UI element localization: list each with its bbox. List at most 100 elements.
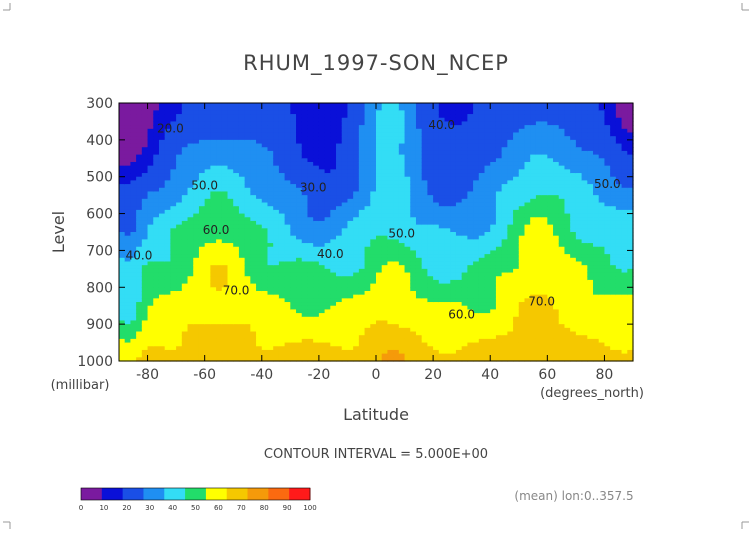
field-cell	[267, 213, 274, 218]
field-cell	[278, 261, 286, 266]
field-cell	[124, 265, 132, 270]
field-cell	[296, 320, 303, 325]
field-cell	[507, 139, 514, 145]
field-cell	[284, 268, 291, 274]
field-cell	[136, 316, 143, 322]
field-cell	[170, 180, 177, 185]
field-cell	[141, 265, 149, 270]
field-cell	[513, 169, 520, 174]
field-cell	[455, 150, 463, 156]
field-cell	[364, 313, 371, 318]
field-cell	[427, 331, 434, 336]
field-cell	[410, 331, 417, 336]
field-cell	[301, 272, 309, 277]
field-cell	[261, 316, 269, 322]
field-cell	[244, 257, 251, 263]
field-cell	[198, 279, 206, 285]
field-cell	[278, 143, 286, 148]
field-cell	[438, 320, 446, 325]
field-cell	[421, 324, 428, 329]
field-cell	[347, 150, 354, 156]
field-cell	[398, 279, 406, 285]
field-cell	[467, 313, 474, 318]
field-cell	[256, 324, 263, 329]
field-cell	[318, 335, 326, 340]
field-cell	[153, 265, 160, 270]
field-cell	[341, 217, 349, 222]
field-cell	[119, 294, 126, 299]
field-cell	[301, 243, 309, 248]
field-cell	[216, 305, 223, 310]
field-cell	[490, 243, 497, 248]
field-cell	[433, 346, 440, 351]
field-cell	[244, 198, 251, 204]
field-cell	[501, 232, 508, 237]
field-cell	[284, 257, 291, 263]
field-cell	[307, 161, 314, 167]
field-cell	[364, 195, 371, 200]
field-cell	[507, 191, 514, 196]
field-cell	[421, 338, 428, 344]
field-cell	[381, 353, 389, 358]
field-cell	[170, 283, 177, 288]
field-cell	[153, 298, 160, 303]
field-cell	[490, 353, 497, 358]
field-cell	[170, 257, 177, 263]
field-cell	[347, 338, 354, 344]
field-cell	[484, 176, 491, 181]
field-cell	[238, 187, 246, 193]
field-cell	[364, 143, 371, 148]
field-cell	[119, 224, 126, 229]
field-cell	[170, 176, 177, 181]
field-cell	[301, 235, 309, 240]
field-cell	[233, 346, 240, 351]
field-cell	[501, 243, 508, 248]
field-cell	[318, 117, 326, 123]
field-cell	[330, 346, 337, 351]
field-cell	[358, 353, 366, 358]
field-cell	[330, 313, 337, 318]
field-cell	[273, 243, 280, 248]
field-cell	[364, 228, 371, 233]
field-cell	[216, 206, 223, 211]
field-cell	[153, 136, 160, 141]
field-cell	[410, 228, 417, 233]
field-cell	[273, 357, 280, 362]
field-cell	[301, 176, 309, 181]
field-cell	[450, 342, 457, 347]
field-cell	[415, 198, 423, 204]
field-cell	[336, 187, 343, 193]
field-cell	[427, 110, 434, 115]
field-cell	[376, 250, 383, 255]
field-cell	[301, 106, 309, 111]
field-cell	[204, 158, 211, 163]
field-cell	[227, 342, 234, 347]
field-cell	[324, 265, 331, 270]
field-cell	[410, 268, 417, 274]
field-cell	[341, 309, 349, 314]
field-cell	[393, 254, 400, 259]
field-cell	[181, 265, 189, 270]
field-cell	[193, 220, 200, 226]
field-cell	[204, 276, 211, 281]
field-cell	[455, 302, 463, 307]
field-cell	[501, 305, 508, 310]
field-cell	[250, 139, 257, 145]
field-cell	[455, 346, 463, 351]
field-cell	[284, 187, 291, 193]
field-cell	[307, 169, 314, 174]
field-cell	[198, 246, 206, 252]
field-cell	[467, 184, 474, 189]
field-cell	[307, 250, 314, 255]
field-cell	[415, 243, 423, 248]
field-cell	[261, 165, 269, 170]
field-cell	[507, 261, 514, 266]
field-cell	[290, 338, 297, 344]
field-cell	[153, 132, 160, 137]
field-cell	[341, 335, 349, 340]
field-cell	[233, 191, 240, 196]
field-cell	[164, 243, 171, 248]
field-cell	[221, 209, 229, 215]
field-cell	[296, 327, 303, 333]
field-cell	[370, 313, 377, 318]
